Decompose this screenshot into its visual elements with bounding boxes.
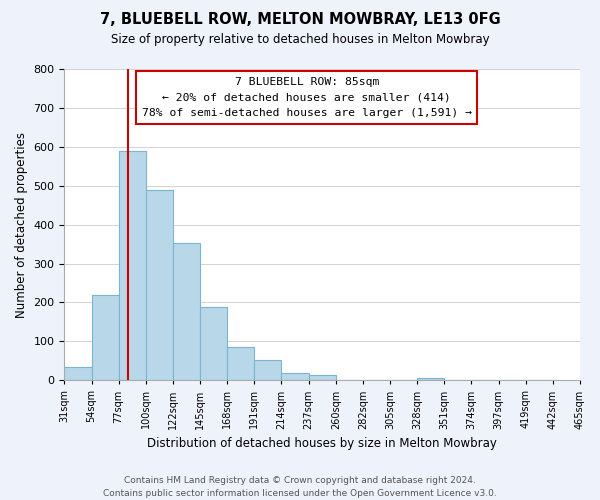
Bar bbox=[92, 296, 119, 380]
Text: 7, BLUEBELL ROW, MELTON MOWBRAY, LE13 0FG: 7, BLUEBELL ROW, MELTON MOWBRAY, LE13 0F… bbox=[100, 12, 500, 28]
Text: Contains HM Land Registry data © Crown copyright and database right 2024.
Contai: Contains HM Land Registry data © Crown c… bbox=[103, 476, 497, 498]
Bar bbox=[146, 190, 173, 380]
Bar bbox=[254, 360, 281, 380]
Bar bbox=[173, 244, 200, 380]
Bar bbox=[119, 150, 146, 380]
Bar bbox=[200, 307, 227, 380]
Bar bbox=[227, 347, 254, 380]
Bar bbox=[417, 378, 445, 380]
Text: Size of property relative to detached houses in Melton Mowbray: Size of property relative to detached ho… bbox=[110, 32, 490, 46]
Bar bbox=[64, 368, 92, 380]
Bar bbox=[308, 375, 336, 380]
Y-axis label: Number of detached properties: Number of detached properties bbox=[15, 132, 28, 318]
Text: 7 BLUEBELL ROW: 85sqm
← 20% of detached houses are smaller (414)
78% of semi-det: 7 BLUEBELL ROW: 85sqm ← 20% of detached … bbox=[142, 77, 472, 118]
Bar bbox=[281, 374, 308, 380]
X-axis label: Distribution of detached houses by size in Melton Mowbray: Distribution of detached houses by size … bbox=[147, 437, 497, 450]
